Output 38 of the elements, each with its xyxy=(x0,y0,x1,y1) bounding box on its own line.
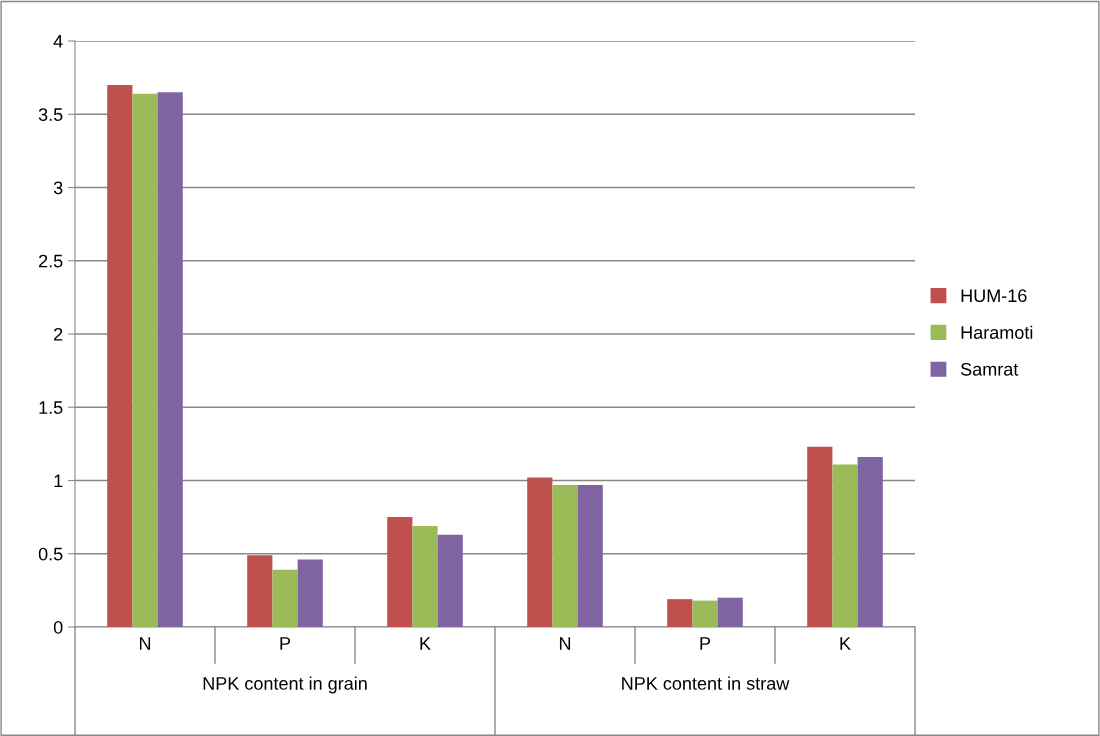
bar xyxy=(272,569,298,627)
y-tick-label: 2.5 xyxy=(39,254,63,268)
bar xyxy=(437,534,463,627)
y-tick-label: 0.5 xyxy=(38,547,63,561)
text: NPK content in grain xyxy=(203,676,367,694)
bar xyxy=(717,597,743,627)
y-tick-label: 1 xyxy=(54,474,63,488)
bar xyxy=(577,484,603,627)
bar xyxy=(107,84,133,627)
x-tick-label: P xyxy=(280,637,291,650)
x-tick-label: N xyxy=(139,637,151,650)
bar xyxy=(552,484,578,627)
legend-label: Samrat xyxy=(960,362,1019,376)
x-tick-label: K xyxy=(420,637,431,650)
bar xyxy=(692,600,718,627)
bar xyxy=(527,477,553,627)
bar xyxy=(157,92,183,627)
bar xyxy=(667,599,693,627)
y-tick-label: 4 xyxy=(53,35,63,48)
y-tick-label: 2 xyxy=(54,327,63,341)
x-tick-label: P xyxy=(700,637,711,650)
bar xyxy=(247,555,273,627)
y-tick-label: 3.5 xyxy=(38,108,63,121)
y-tick-label: 0 xyxy=(53,620,63,634)
bar xyxy=(807,446,833,627)
x-tick-label: K xyxy=(840,637,851,650)
bar xyxy=(857,457,883,627)
bar xyxy=(297,559,323,627)
legend-label: Haramoti xyxy=(961,325,1033,339)
y-tick-label: 3 xyxy=(53,181,63,195)
bar xyxy=(412,525,438,627)
text: NPK content in straw xyxy=(622,676,790,690)
bar xyxy=(387,517,413,627)
bar xyxy=(132,93,158,627)
legend-label: HUM-16 xyxy=(961,289,1027,303)
bar xyxy=(832,464,858,627)
x-tick-label: N xyxy=(559,637,571,650)
y-tick-label: 1.5 xyxy=(39,401,63,414)
